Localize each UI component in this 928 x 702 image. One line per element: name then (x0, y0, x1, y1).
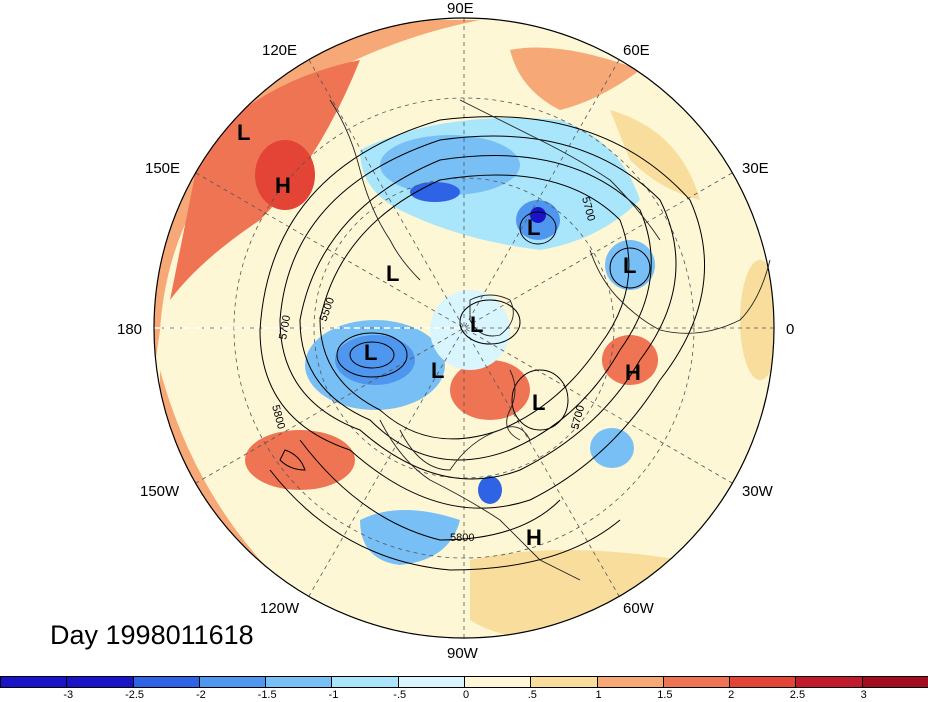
longitude-label: 180 (117, 321, 142, 338)
contour-line (511, 369, 569, 431)
anomaly-warm-europe (610, 110, 700, 200)
contour-line (336, 332, 408, 378)
meridian-60e-120w (308, 59, 620, 597)
low-marker: L (364, 340, 377, 365)
coastline-arctic-islands (469, 294, 514, 337)
anomaly-field (154, 18, 774, 638)
colorbar-tick-label: -.5 (393, 689, 407, 701)
coastline-hudson (399, 426, 531, 471)
colorbar-swatch (66, 676, 134, 688)
height-contours (259, 116, 705, 571)
low-marker: L (386, 261, 399, 286)
colorbar-tick-label: 3 (860, 689, 867, 701)
contour-label: 5700 (277, 314, 293, 340)
anomaly-warm-atlantic (470, 550, 680, 638)
colorbar-swatch (0, 676, 68, 688)
map-border (153, 17, 775, 639)
longitude-label: 60W (623, 600, 655, 617)
contour-line (319, 174, 630, 440)
colorbar-swatch (397, 676, 465, 688)
anomaly-warm-hudson (450, 360, 530, 420)
contour-line (299, 155, 652, 461)
anomaly-cold-siberia-core (410, 182, 460, 202)
coastline-europe-africa (589, 249, 771, 334)
high-marker: H (526, 525, 542, 550)
contour-line (269, 469, 621, 571)
colorbar-swatch (464, 676, 532, 688)
anomaly-cool-pole (430, 290, 510, 370)
colorbar-swatch (662, 676, 731, 688)
meridian-150e-30w (195, 172, 733, 484)
colorbar-tick-label: .5 (527, 689, 537, 701)
colorbar-swatch (331, 676, 399, 688)
colorbar-swatch (596, 676, 664, 688)
low-marker: L (623, 253, 636, 278)
low-marker: L (532, 390, 545, 415)
contour-line (519, 211, 557, 245)
longitude-label: 150W (140, 483, 180, 500)
colorbar-tick-label: 1.5 (657, 689, 673, 701)
colorbar-swatch (530, 676, 598, 688)
low-marker: L (470, 312, 483, 337)
contour-line (609, 247, 651, 289)
contour-line (299, 439, 561, 541)
colorbar-swatch (198, 676, 267, 688)
colorbar-tick-label: -2 (195, 689, 206, 701)
high-marker: H (275, 173, 291, 198)
meridian-30e-150w (195, 172, 733, 484)
low-marker: L (431, 358, 444, 383)
longitude-label: 120W (260, 600, 300, 617)
coastline-asia-north (459, 99, 661, 241)
contour-line (259, 116, 705, 509)
colorbar-tick-label: 0 (462, 689, 470, 701)
anomaly-warm-africa (740, 260, 774, 380)
anomaly-cold-alaska-core (335, 335, 415, 385)
anomaly-cold-mexico (360, 510, 460, 565)
colorbar-tick-label: -1 (328, 689, 339, 701)
longitude-label: 150E (145, 160, 180, 177)
coastline-north-america (379, 419, 581, 581)
anomaly-warm-northafrica (602, 335, 658, 385)
anomaly-warm-europe-north (510, 47, 640, 110)
date-label: Day 1998011618 (50, 620, 254, 650)
anomaly-cold-midatlantic (590, 428, 634, 468)
contour-line (279, 135, 677, 480)
colorbar-swatch (795, 676, 863, 688)
low-marker: L (527, 215, 540, 240)
colorbar-swatch (265, 676, 333, 688)
longitude-label: 90E (447, 0, 474, 17)
colorbar-swatch (861, 676, 928, 688)
longitude-label: 0 (786, 321, 794, 338)
anomaly-cold-florida (478, 476, 502, 504)
coastline-asia-east (329, 99, 421, 281)
colorbar-tick-label: 1 (595, 689, 602, 701)
colorbar-swatch (132, 676, 200, 688)
contour-label: 5800 (450, 532, 474, 544)
colorbar-tick-label: 2 (728, 689, 735, 701)
longitude-label: 60E (623, 42, 650, 59)
colorbar: -3 -2.5 -2 -1.5 -1 -.5 0 .5 1 1.5 2 2.5 3 (0, 676, 928, 702)
contour-line (349, 341, 395, 369)
colorbar-tick-label: -1.5 (257, 689, 277, 701)
high-marker: H (625, 360, 641, 385)
low-marker: L (237, 120, 250, 145)
colorbar-tick-label: 2.5 (789, 689, 806, 701)
anomaly-warm-core (255, 140, 315, 210)
polar-map: 5700 5500 5700 5800 5700 5800 H H H L L … (117, 0, 794, 662)
colorbar-swatch (729, 676, 797, 688)
anomaly-cold-kara-core (530, 207, 546, 223)
contour-line (459, 299, 521, 345)
coastlines (329, 99, 771, 581)
longitude-label: 30W (742, 483, 774, 500)
anomaly-cold-siberia (380, 135, 520, 195)
longitude-label: 30E (742, 160, 769, 177)
longitude-label: 120E (262, 42, 297, 59)
coastline-greenland (506, 369, 521, 441)
longitude-label: 90W (447, 645, 479, 662)
colorbar-tick-label: -3 (63, 689, 74, 701)
colorbar-tick-label: -2.5 (125, 689, 145, 701)
contour-line (279, 449, 306, 471)
meridian-120e-60w (308, 59, 620, 597)
